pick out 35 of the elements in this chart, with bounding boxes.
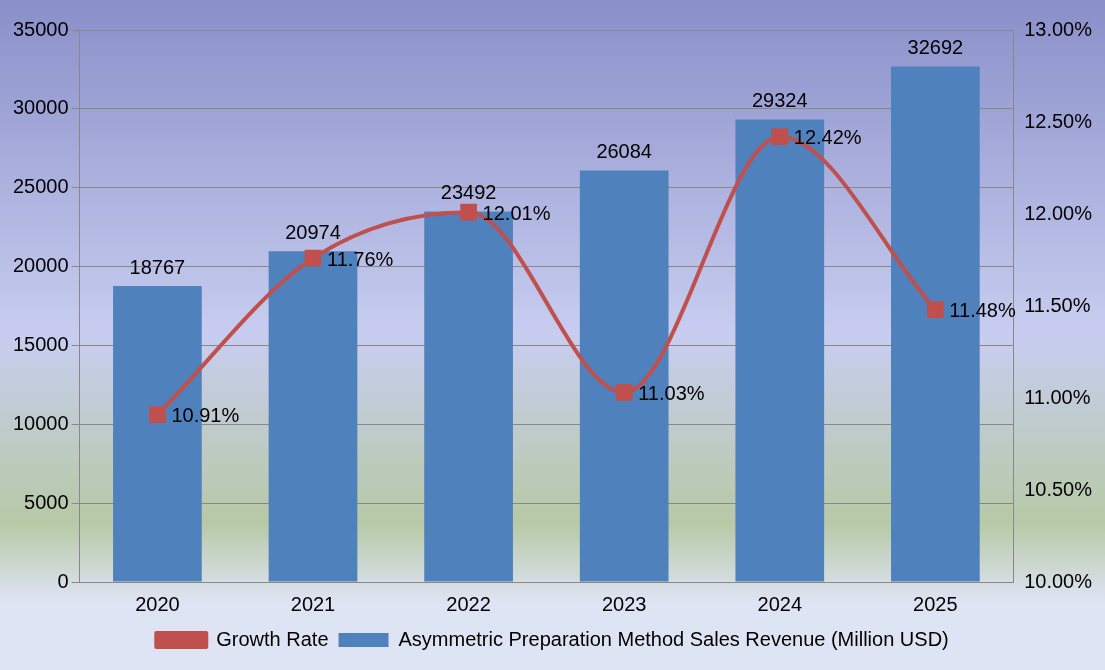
- data-label: 20974: [285, 220, 341, 243]
- data-label: 11.48%: [949, 299, 1016, 322]
- data-label: 12.01%: [482, 201, 551, 224]
- data-label: 26084: [596, 140, 652, 163]
- data-label: 11.03%: [638, 382, 705, 404]
- data-label: 32692: [907, 35, 964, 58]
- data-label: 11.76%: [327, 247, 394, 270]
- legend-label: Asymmetric Preparation Method Sales Revenue (Million USD): [398, 627, 949, 650]
- y2-tick-label: 10.00%: [1024, 569, 1093, 592]
- y2-tick-label: 13.00%: [1024, 17, 1093, 40]
- y-tick-label: 30000: [12, 96, 69, 119]
- y-tick-label: 5000: [24, 490, 69, 513]
- y2-tick-label: 11.00%: [1024, 385, 1091, 408]
- y-tick-label: 0: [57, 569, 69, 592]
- x-tick-label: 2020: [135, 592, 180, 615]
- y2-tick-label: 10.50%: [1024, 477, 1093, 500]
- x-tick-label: 2021: [290, 592, 336, 615]
- data-label: 29324: [751, 89, 808, 112]
- x-tick-label: 2025: [913, 592, 958, 615]
- y-tick-label: 20000: [12, 254, 69, 277]
- x-tick-label: 2024: [757, 592, 803, 615]
- data-label: 10.91%: [171, 404, 240, 427]
- legend-label: Growth Rate: [216, 627, 329, 650]
- y-tick-label: 25000: [12, 175, 69, 198]
- x-tick-label: 2022: [446, 592, 491, 615]
- y-tick-label: 35000: [12, 17, 69, 40]
- data-label: 23492: [440, 181, 497, 204]
- data-label: 12.42%: [793, 126, 862, 149]
- data-label: 18767: [129, 255, 186, 278]
- y-tick-label: 15000: [12, 332, 69, 355]
- y-tick-label: 10000: [12, 411, 69, 434]
- x-tick-label: 2023: [601, 592, 647, 615]
- y2-tick-label: 12.50%: [1024, 109, 1093, 132]
- y2-tick-label: 12.00%: [1024, 201, 1093, 224]
- y2-tick-label: 11.50%: [1024, 293, 1091, 316]
